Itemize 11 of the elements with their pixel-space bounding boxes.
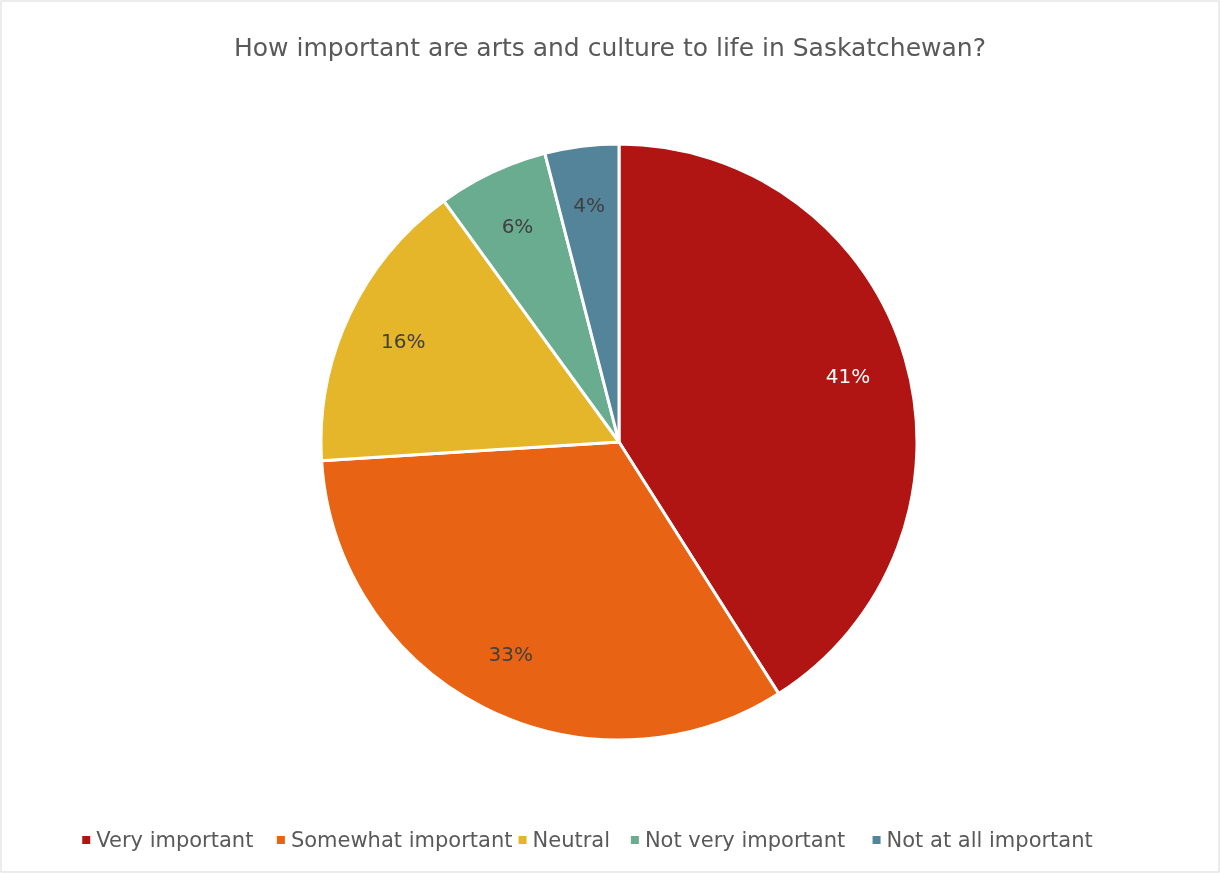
legend-label: Not at all important [886,828,1093,852]
legend-label: Somewhat important [290,828,513,852]
data-label: 16% [381,328,426,353]
legend-label: Not very important [644,828,846,852]
data-label: 41% [825,363,871,388]
legend-label: Very important [96,828,254,852]
data-label: 6% [501,214,534,239]
chart-title: How important are arts and culture to life in Saskatchewan? [234,32,986,62]
data-label: 4% [573,193,605,218]
legend-label: Neutral [532,828,611,852]
data-label: 33% [488,642,533,667]
